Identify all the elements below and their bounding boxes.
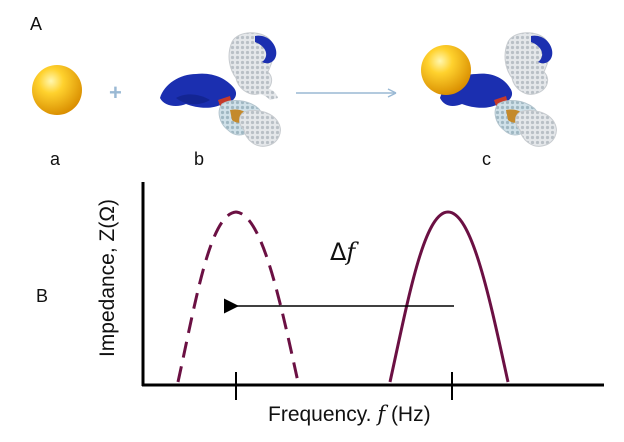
bound-gold-nanoparticle [421,45,471,95]
plus-sign: + [109,80,122,105]
x-axis-label: Frequency. f (Hz) [268,402,431,427]
panel-label-b: B [36,286,49,306]
delta-symbol: Δ [330,238,347,266]
x-axis-label-variable: f [377,402,386,426]
label-protein: b [194,149,205,169]
x-axis-label-unit: (Hz) [385,403,431,426]
protein-conjugate [421,32,557,147]
label-gold-nanoparticle: a [50,149,61,169]
frequency-shift-label: Δf [330,238,355,266]
shifted-resonance-peak [176,210,300,383]
plot-axes [141,182,604,400]
delta-variable: f [346,238,356,266]
protein-molecule [160,32,281,147]
panel-label-a: A [30,14,43,34]
x-axis-label-prefix: Frequency. [268,403,378,426]
original-resonance-peak [388,210,510,383]
gold-nanoparticle [32,65,82,115]
label-complex: c [482,149,491,169]
y-axis-label: Impedance, Z(Ω) [96,198,119,358]
